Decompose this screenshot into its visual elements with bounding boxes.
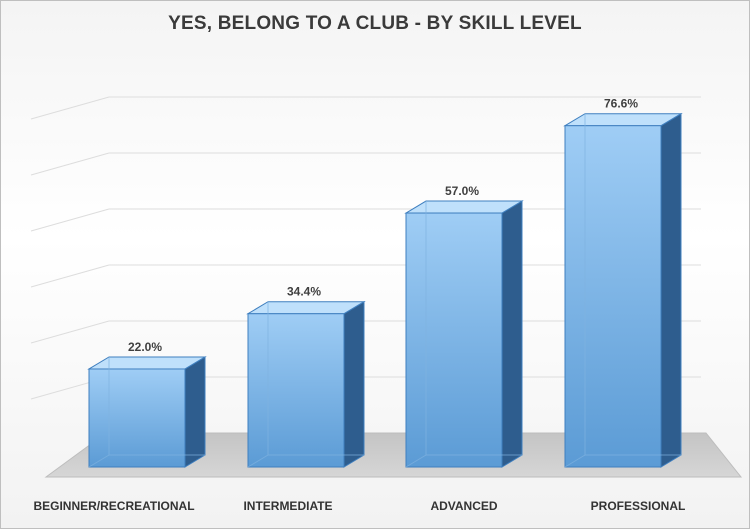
category-labels: BEGINNER/RECREATIONAL INTERMEDIATE ADVANCE… xyxy=(33,499,685,513)
category-label: ADVANCED xyxy=(430,499,497,513)
bar-3 xyxy=(404,200,524,468)
gridline-left xyxy=(30,152,110,176)
data-label: 22.0% xyxy=(128,340,162,354)
bar-2 xyxy=(246,300,366,468)
bar-front-face xyxy=(88,368,186,468)
bar-inner-edge xyxy=(88,454,110,468)
bar-front-face xyxy=(405,212,503,468)
category-label: PROFESSIONAL xyxy=(591,499,686,513)
category-label: INTERMEDIATE xyxy=(243,499,332,513)
bar-front-face xyxy=(564,125,662,468)
bar-1 xyxy=(87,356,207,468)
bar-top-face xyxy=(404,200,524,214)
bar-4 xyxy=(563,112,683,468)
gridline-left xyxy=(30,96,110,120)
bar-inner-edge xyxy=(247,454,269,468)
bar-top-face xyxy=(246,301,366,315)
data-label: 76.6% xyxy=(604,97,638,111)
bar-side-face xyxy=(501,200,523,468)
bar-top-face xyxy=(563,113,683,127)
bar-inner-edge xyxy=(405,454,427,468)
bar-front-face xyxy=(247,313,345,468)
bar-top-face xyxy=(87,356,207,370)
gridline-left xyxy=(30,264,110,288)
bar-side-face xyxy=(184,356,206,468)
data-labels: 22.0% 34.4% 57.0% 76.6% xyxy=(128,97,638,354)
bar-side-face xyxy=(343,300,365,468)
category-label: BEGINNER/RECREATIONAL xyxy=(33,499,194,513)
bar-side-face xyxy=(660,112,682,468)
gridline-left xyxy=(30,208,110,232)
data-label: 34.4% xyxy=(287,285,321,299)
gridline-left xyxy=(30,320,110,344)
data-label: 57.0% xyxy=(445,184,479,198)
bars xyxy=(87,112,683,468)
chart-title: YES, BELONG TO A CLUB - BY SKILL LEVEL xyxy=(168,13,582,34)
bar-inner-edge xyxy=(564,454,586,468)
